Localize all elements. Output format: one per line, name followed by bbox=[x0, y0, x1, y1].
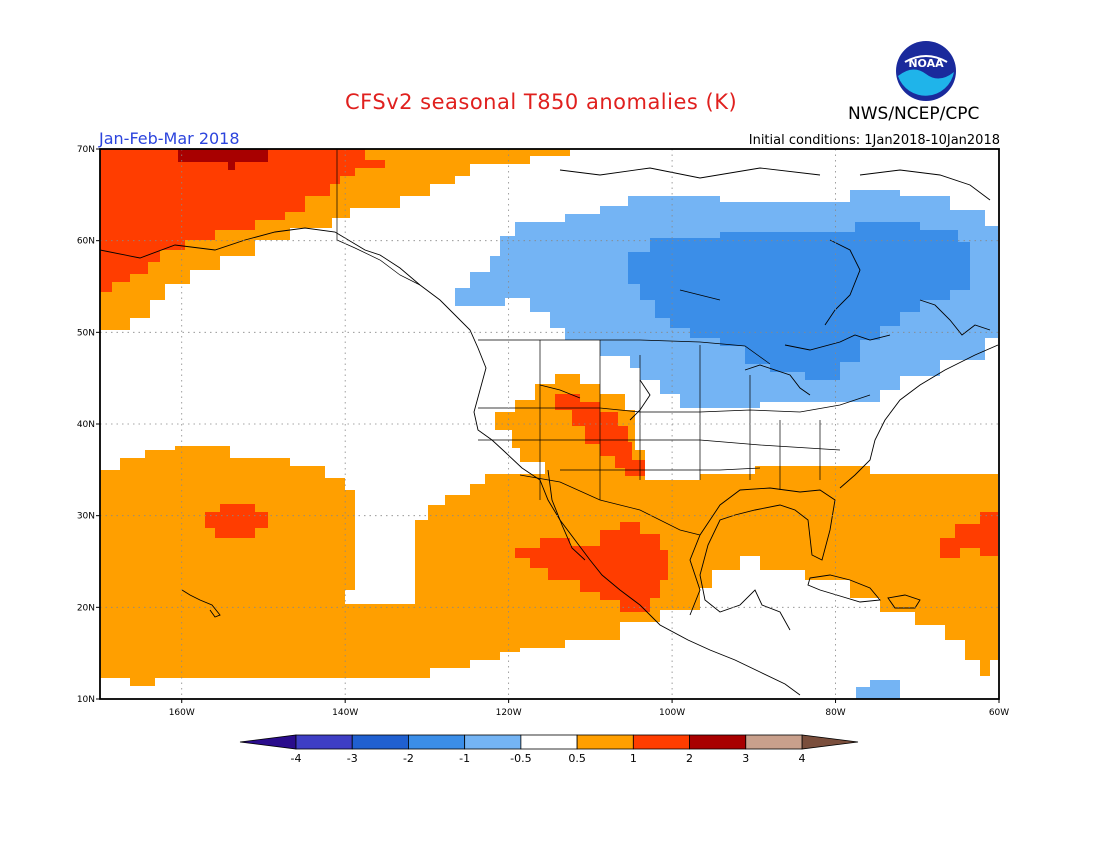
anomaly-region-alaska-hot bbox=[100, 149, 385, 292]
gridlines bbox=[100, 149, 999, 699]
lon-tick-label: 120W bbox=[496, 708, 522, 718]
agency-label: NWS/NCEP/CPC bbox=[848, 104, 980, 124]
colorbar-level-label: 0.5 bbox=[568, 752, 586, 765]
lat-tick-label: 40N bbox=[77, 420, 95, 430]
anomaly-region-pacific-hot bbox=[205, 504, 268, 538]
colorbar-level-label: -4 bbox=[291, 752, 302, 765]
lon-tick-label: 80W bbox=[825, 708, 845, 718]
noaa-logo-icon: NOAA bbox=[896, 41, 956, 101]
lon-tick-label: 140W bbox=[332, 708, 358, 718]
anomaly-region-canada-cool bbox=[455, 190, 998, 408]
anomaly-region-southern-cool bbox=[856, 680, 900, 699]
map-title: CFSv2 seasonal T850 anomalies (K) bbox=[345, 90, 738, 114]
colorbar-level-label: 3 bbox=[742, 752, 749, 765]
lat-tick-label: 20N bbox=[77, 603, 95, 613]
colorbar-upper-extend bbox=[801, 734, 859, 750]
anomaly-region-alaska-warm bbox=[100, 149, 570, 330]
map-frame bbox=[99, 148, 1000, 700]
anomaly-region-southwest-warm bbox=[495, 374, 645, 500]
lon-axis: 160W 140W 120W 100W 80W 60W bbox=[169, 699, 1009, 718]
colorbar-level-label: -2 bbox=[403, 752, 414, 765]
forecast-period: Jan-Feb-Mar 2018 bbox=[99, 129, 240, 148]
colorbar-level-label: 2 bbox=[686, 752, 693, 765]
lon-tick-label: 100W bbox=[659, 708, 685, 718]
lon-tick-label: 60W bbox=[989, 708, 1009, 718]
colorbar-segment bbox=[464, 734, 522, 750]
lat-tick-label: 50N bbox=[77, 328, 95, 338]
colorbar-level-label: 1 bbox=[630, 752, 637, 765]
colorbar: -4 -3 -2 -1 -0.5 0.5 1 2 3 4 bbox=[239, 734, 859, 765]
coastlines bbox=[100, 167, 999, 696]
anomaly-region-atlantic-hot bbox=[940, 512, 998, 558]
initial-conditions: Initial conditions: 1Jan2018-10Jan2018 bbox=[748, 133, 1000, 148]
colorbar-level-label: -1 bbox=[459, 752, 470, 765]
anomaly-region-alaska-extreme bbox=[178, 149, 268, 170]
lat-tick-label: 70N bbox=[77, 145, 95, 155]
colorbar-level-label: -3 bbox=[347, 752, 358, 765]
lat-tick-label: 30N bbox=[77, 512, 95, 522]
colorbar-segment bbox=[689, 734, 747, 750]
lat-axis: 70N 60N 50N 40N 30N 20N 10N bbox=[77, 145, 100, 705]
anomaly-region-mexico-hot bbox=[515, 522, 668, 612]
anomaly-region-pacific-warm bbox=[100, 446, 998, 686]
colorbar-segment bbox=[295, 734, 353, 750]
svg-text:NOAA: NOAA bbox=[908, 57, 944, 70]
anomaly-field bbox=[100, 149, 999, 699]
colorbar-level-label: 4 bbox=[799, 752, 806, 765]
colorbar-lower-extend bbox=[239, 734, 297, 750]
anomaly-region-canada-cold bbox=[628, 222, 970, 380]
lon-tick-label: 160W bbox=[169, 708, 195, 718]
colorbar-segment bbox=[351, 734, 409, 750]
political-boundaries bbox=[336, 149, 871, 536]
colorbar-segment bbox=[520, 734, 578, 750]
anomaly-region-southwest-hot bbox=[555, 394, 645, 476]
lat-tick-label: 10N bbox=[77, 695, 95, 705]
colorbar-segment bbox=[632, 734, 690, 750]
colorbar-segment bbox=[745, 734, 803, 750]
colorbar-segment bbox=[408, 734, 466, 750]
lat-tick-label: 60N bbox=[77, 237, 95, 247]
colorbar-level-label: -0.5 bbox=[510, 752, 531, 765]
colorbar-segment bbox=[576, 734, 634, 750]
